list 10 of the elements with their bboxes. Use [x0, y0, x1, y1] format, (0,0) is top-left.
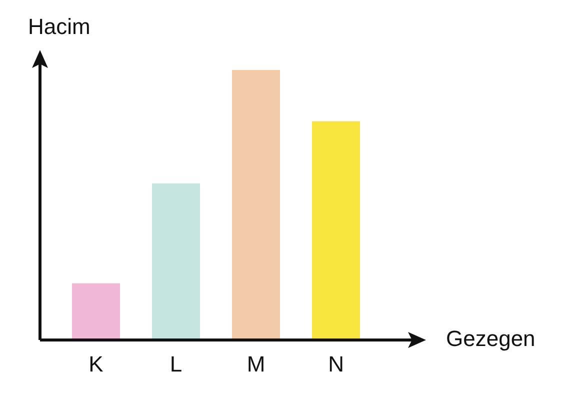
x-tick-label: M: [246, 351, 266, 376]
bar: [232, 70, 280, 340]
x-tick-label: L: [170, 351, 182, 376]
y-axis-title: Hacim: [28, 14, 90, 40]
bar: [72, 283, 120, 340]
x-tick-label: N: [328, 351, 344, 376]
bar: [152, 183, 200, 340]
x-axis-title: Gezegen: [446, 326, 536, 352]
x-tick-label: K: [88, 351, 104, 376]
bar: [312, 121, 360, 340]
